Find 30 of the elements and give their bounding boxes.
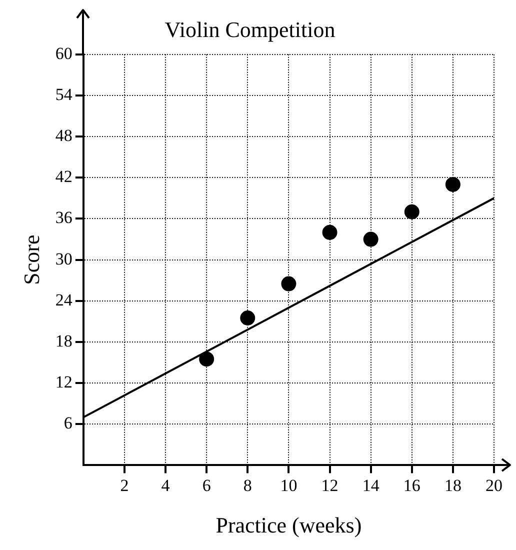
x-tick-label: 10 [280, 476, 298, 495]
x-tick-label: 8 [243, 476, 252, 495]
y-tick-label: 12 [55, 372, 72, 392]
y-axis-title: Score [18, 234, 44, 285]
x-tick-label: 20 [486, 476, 502, 495]
y-tick-label: 60 [55, 44, 72, 63]
y-tick-label: 42 [55, 167, 72, 186]
y-tick-label: 54 [55, 84, 73, 104]
point [240, 310, 256, 326]
point [322, 224, 338, 240]
point [199, 352, 214, 367]
y-tick-label: 18 [55, 331, 72, 350]
y-tick-label: 6 [64, 414, 72, 433]
point [445, 176, 460, 192]
point [404, 204, 420, 220]
x-tick-label: 4 [161, 476, 170, 495]
y-tick-label: 30 [55, 249, 72, 268]
x-tick-label: 18 [444, 476, 462, 495]
x-tick-label: 14 [362, 476, 380, 495]
point [363, 232, 378, 247]
x-tick-label: 12 [321, 476, 338, 495]
x-axis-title: Practice (weeks) [216, 512, 362, 538]
y-tick-label: 48 [55, 126, 72, 146]
x-tick-label: 2 [120, 476, 129, 495]
y-tick-label: 24 [55, 290, 73, 310]
point [281, 276, 296, 292]
x-tick-label: 6 [202, 476, 211, 495]
x-tick-label: 16 [403, 476, 420, 495]
chart-title: Violin Competition [164, 16, 336, 42]
y-tick-label: 36 [55, 208, 72, 228]
